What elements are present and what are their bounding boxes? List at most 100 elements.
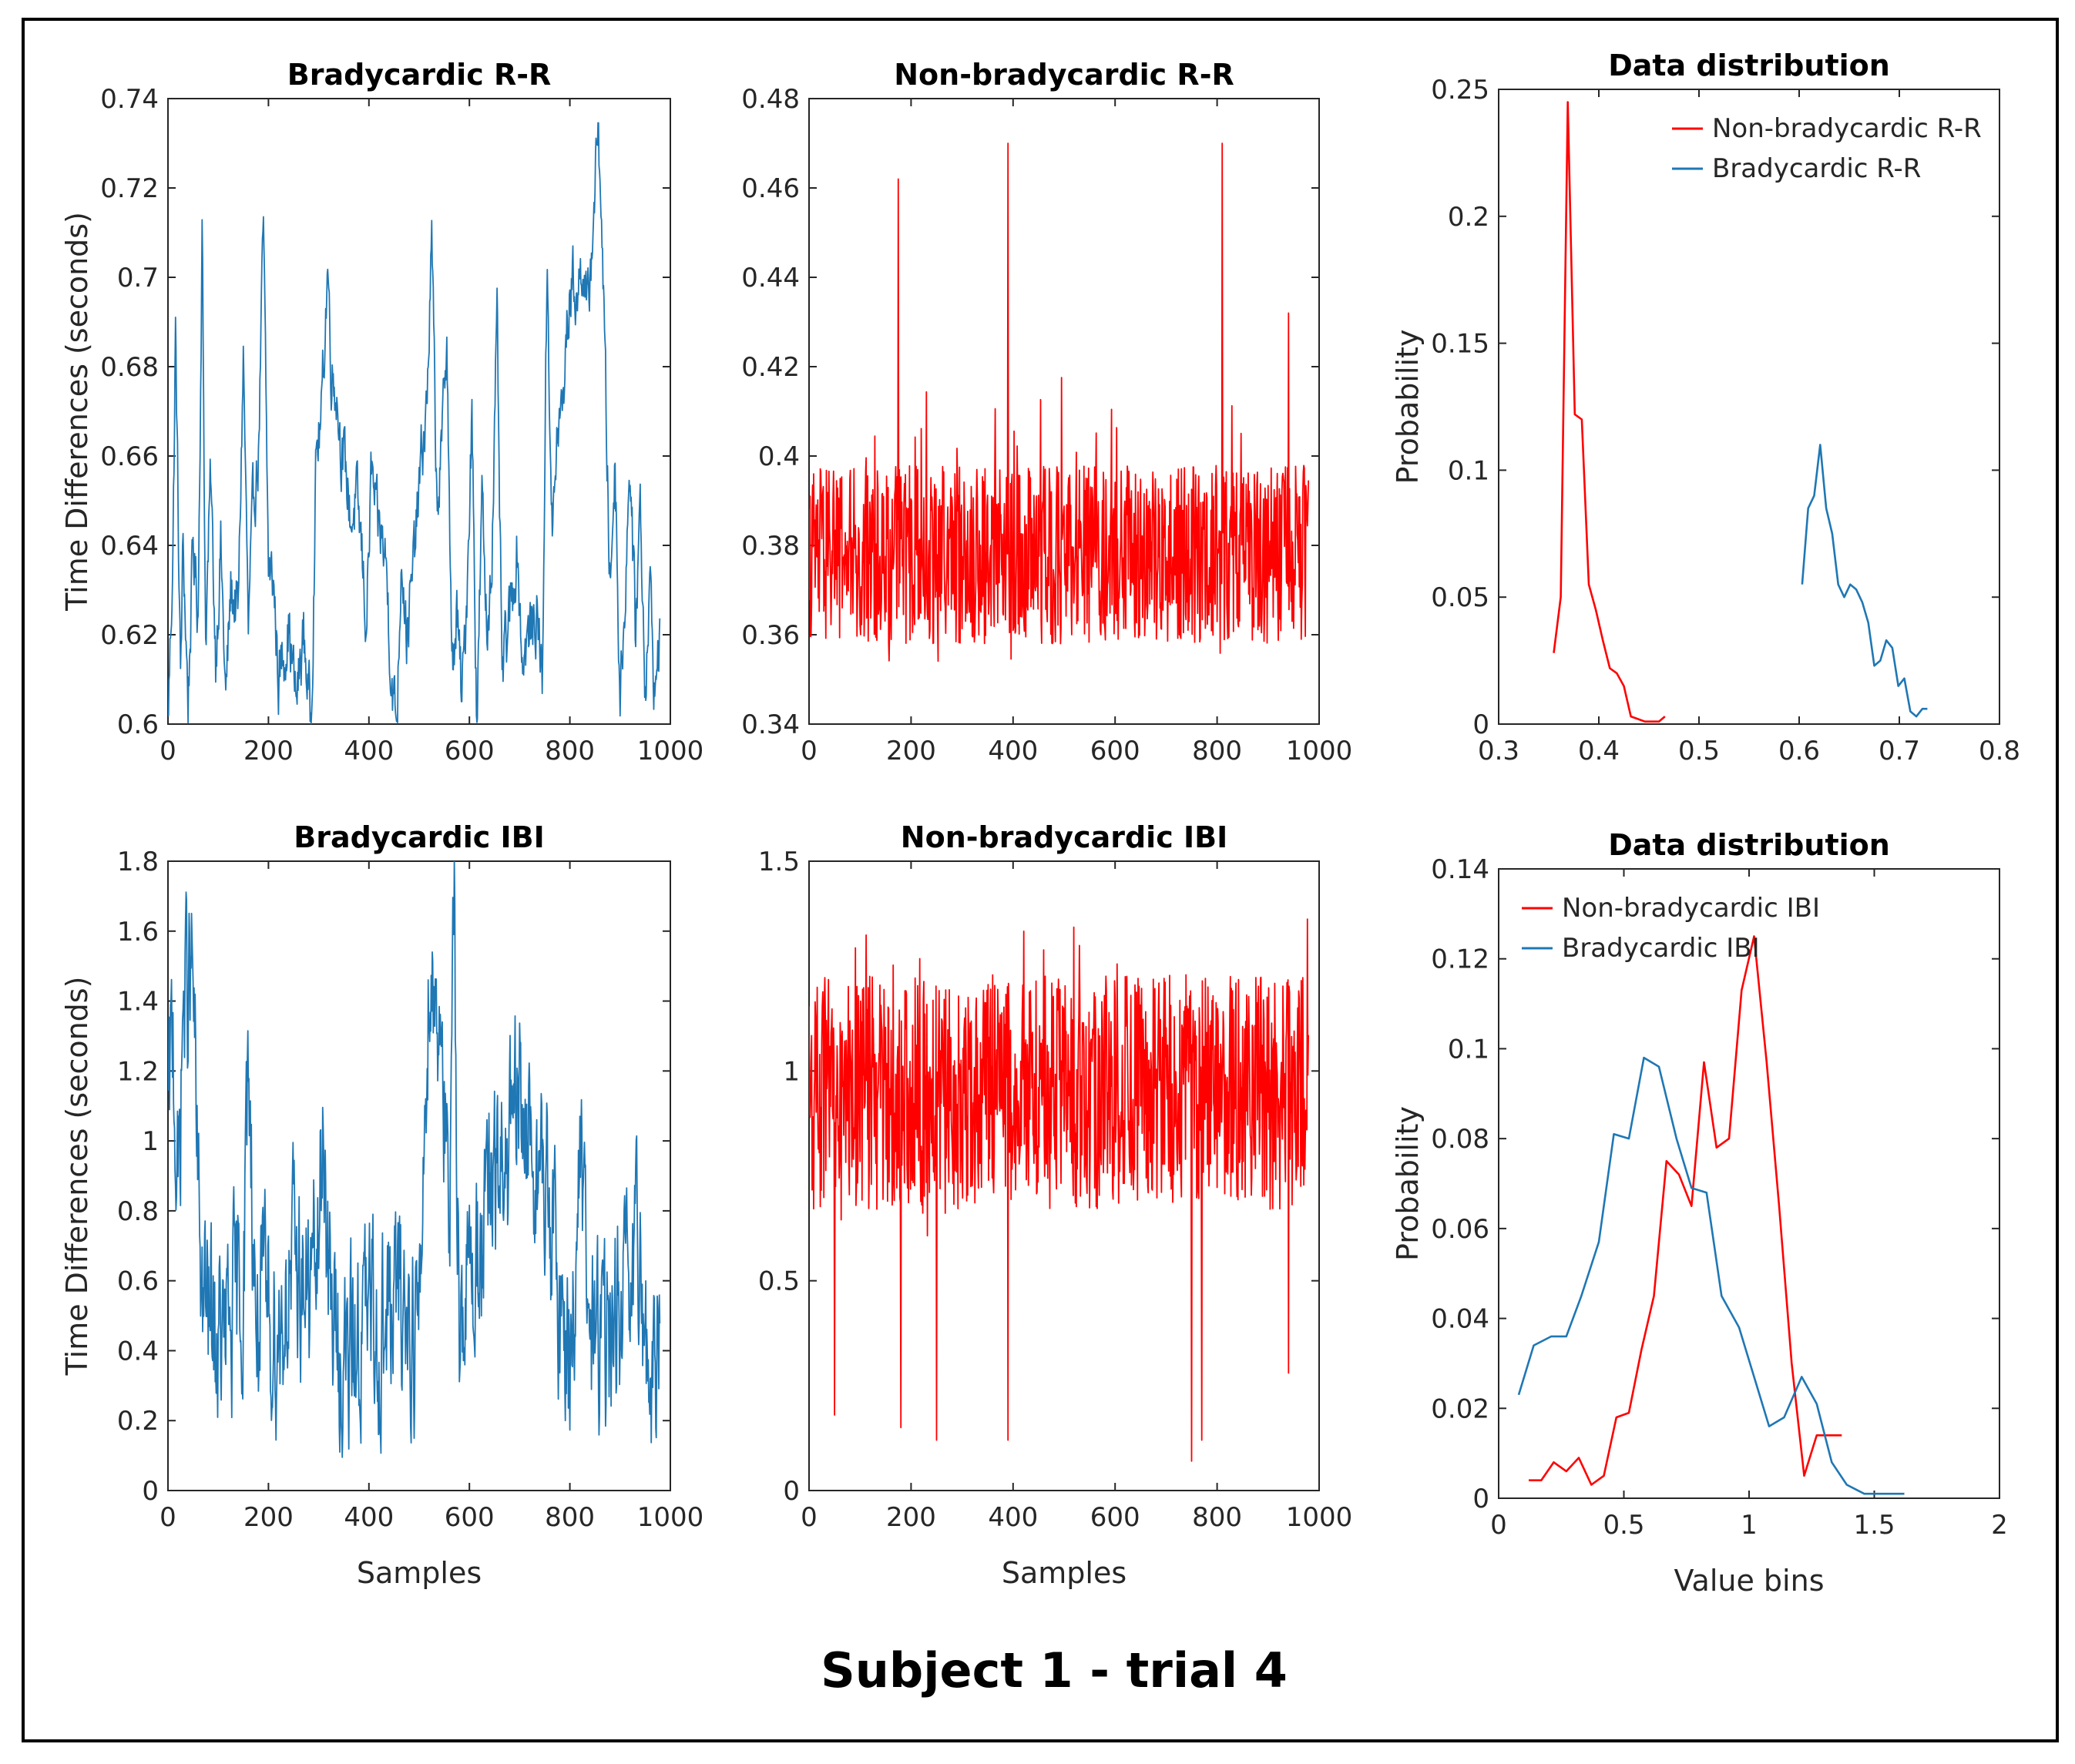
nonbrady-rr-ytick-label: 0.4 — [758, 441, 800, 472]
brady-ibi-ytick-label: 0.4 — [117, 1336, 159, 1367]
panel-bradycardic-rr: 0 200 400 600 800 1000 0.6 0.62 0.64 0.66 0.68 0.7 0… — [60, 58, 703, 766]
dist-rr-title: Data distribution — [1608, 49, 1890, 82]
dist-rr-ytick-label: 0.25 — [1431, 75, 1489, 106]
dist-ibi-series-group — [1517, 935, 1905, 1495]
dist-ibi-ylabel: Probability — [1391, 1106, 1425, 1261]
nonbrady-rr-ytick-label: 0.48 — [741, 84, 800, 115]
brady-ibi-xtick-label: 0 — [159, 1502, 176, 1533]
dist-ibi-ytick-label: 0.14 — [1431, 854, 1489, 885]
brady-ibi-ytick-label: 0.2 — [117, 1406, 159, 1437]
figure-suptitle: Subject 1 - trial 4 — [821, 1642, 1288, 1699]
dist-rr-xtick-label: 0.8 — [1979, 736, 2020, 766]
brady-rr-ytick-label: 0.74 — [100, 84, 159, 115]
brady-ibi-xtick-label: 400 — [344, 1502, 394, 1533]
brady-ibi-xlabel: Samples — [357, 1556, 482, 1590]
brady-rr-ytick-label: 0.72 — [100, 173, 159, 204]
dist-rr-plot-area — [1498, 89, 2000, 725]
nonbrady-rr-ytick-label: 0.46 — [741, 173, 800, 204]
nonbrady-ibi-xtick-label: 800 — [1192, 1502, 1242, 1533]
brady-rr-ytick-label: 0.7 — [117, 263, 159, 293]
brady-ibi-xtick-label: 800 — [545, 1502, 595, 1533]
dist-rr-xtick-label: 0.7 — [1879, 736, 1920, 766]
brady-rr-xtick-label: 1000 — [637, 736, 704, 766]
dist-ibi-plot-area — [1498, 868, 2000, 1499]
brady-rr-ytick-label: 0.62 — [100, 620, 159, 651]
brady-ibi-ytick-label: 0 — [142, 1476, 159, 1507]
nonbrady-rr-xtick-label: 800 — [1192, 736, 1242, 766]
nonbrady-rr-series-group — [809, 143, 1309, 662]
brady-ibi-ytick-label: 1.8 — [117, 847, 159, 877]
nonbrady-ibi-xtick-label: 600 — [1090, 1502, 1140, 1533]
brady-ibi-series-group — [168, 861, 661, 1458]
brady-ibi-ytick-label: 1 — [142, 1126, 159, 1157]
dist-ibi-ytick-label: 0.12 — [1431, 944, 1489, 975]
brady-ibi-ytick-label: 1.2 — [117, 1056, 159, 1087]
nonbrady-rr-series-non-bradycardic-r-r — [809, 143, 1309, 662]
dist-rr-ytick-label: 0.2 — [1448, 202, 1489, 233]
brady-rr-xtick-label: 400 — [344, 736, 394, 766]
brady-ibi-ytick-label: 1.4 — [117, 987, 159, 1018]
nonbrady-rr-ytick-label: 0.44 — [741, 263, 800, 293]
dist-rr-ytick-label: 0.15 — [1431, 329, 1489, 360]
brady-ibi-ylabel: Time Differences (seconds) — [60, 977, 94, 1377]
dist-ibi-series-bradycardic-ibi — [1517, 1056, 1905, 1495]
nonbrady-ibi-ytick-label: 0.5 — [758, 1266, 800, 1297]
nonbrady-ibi-series-group — [809, 918, 1309, 1462]
nonbrady-rr-ytick-label: 0.34 — [741, 709, 800, 740]
dist-ibi-ytick-label: 0.06 — [1431, 1214, 1489, 1245]
dist-ibi-legend-label-bradycardic-ibi: Bradycardic IBI — [1562, 933, 1760, 964]
dist-rr-ytick-label: 0.05 — [1431, 582, 1489, 613]
nonbrady-ibi-ytick-label: 1 — [783, 1056, 800, 1087]
nonbrady-rr-title: Non-bradycardic R-R — [894, 58, 1234, 92]
brady-ibi-ytick-label: 0.6 — [117, 1266, 159, 1297]
nonbrady-rr-ytick-label: 0.36 — [741, 620, 800, 651]
dist-rr-legend: Non-bradycardic R-R Bradycardic R-R — [1672, 113, 1982, 184]
dist-ibi-xtick-label: 0.5 — [1603, 1510, 1644, 1541]
brady-ibi-xtick-label: 1000 — [637, 1502, 704, 1533]
brady-rr-ytick-label: 0.64 — [100, 531, 159, 562]
nonbrady-ibi-xlabel: Samples — [1002, 1556, 1126, 1590]
panel-non-bradycardic-rr: 0 200 400 600 800 1000 0.34 0.36 0.38 0.4 0.42 0.44… — [741, 58, 1352, 766]
brady-rr-series-bradycardic-r-r — [168, 122, 661, 724]
brady-ibi-ytick-label: 0.8 — [117, 1196, 159, 1227]
brady-rr-xtick-label: 200 — [243, 736, 294, 766]
nonbrady-ibi-xtick-label: 200 — [886, 1502, 936, 1533]
brady-ibi-ytick-label: 1.6 — [117, 917, 159, 947]
brady-rr-xtick-label: 800 — [545, 736, 595, 766]
brady-rr-ytick-label: 0.66 — [100, 441, 159, 472]
nonbrady-rr-ytick-label: 0.38 — [741, 531, 800, 562]
nonbrady-ibi-xtick-label: 400 — [988, 1502, 1038, 1533]
panel-ibi-distribution: 0 0.5 1 1.5 2 0 0.02 0.04 0.06 0.08 0.1 0.12 0.14 Dat… — [1391, 828, 2008, 1598]
dist-ibi-ytick-label: 0.08 — [1431, 1124, 1489, 1155]
brady-ibi-title: Bradycardic IBI — [294, 820, 544, 854]
brady-rr-xtick-label: 0 — [159, 736, 176, 766]
dist-ibi-xtick-label: 1 — [1741, 1510, 1758, 1541]
dist-ibi-legend: Non-bradycardic IBI Bradycardic IBI — [1522, 893, 1820, 964]
nonbrady-ibi-title: Non-bradycardic IBI — [901, 820, 1227, 854]
dist-ibi-ytick-label: 0.02 — [1431, 1393, 1489, 1424]
brady-rr-ytick-label: 0.68 — [100, 352, 159, 383]
dist-rr-ytick-label: 0 — [1472, 709, 1489, 740]
dist-ibi-xtick-label: 2 — [1991, 1510, 2008, 1541]
dist-ibi-xlabel: Value bins — [1674, 1564, 1825, 1598]
dist-ibi-ytick-label: 0.1 — [1448, 1034, 1489, 1065]
nonbrady-ibi-xtick-label: 1000 — [1286, 1502, 1353, 1533]
panel-non-bradycardic-ibi: 0 200 400 600 800 1000 0 0.5 1 1.5 Non-bradycardic… — [758, 820, 1352, 1590]
dist-ibi-ytick-label: 0 — [1472, 1484, 1489, 1514]
brady-ibi-xtick-label: 600 — [445, 1502, 495, 1533]
brady-rr-plot-area — [167, 98, 671, 725]
brady-ibi-series-bradycardic-ibi — [168, 861, 661, 1458]
nonbrady-ibi-series-non-bradycardic-ibi — [809, 918, 1309, 1462]
dist-rr-ytick-label: 0.1 — [1448, 455, 1489, 486]
dist-rr-legend-label-non-bradycardic-r-r: Non-bradycardic R-R — [1712, 113, 1982, 144]
brady-rr-ytick-label: 0.6 — [117, 709, 159, 740]
dist-ibi-xtick-label: 0 — [1490, 1510, 1507, 1541]
nonbrady-ibi-ytick-label: 0 — [783, 1476, 800, 1507]
dist-rr-xtick-label: 0.5 — [1678, 736, 1720, 766]
dist-rr-ylabel: Probability — [1391, 330, 1425, 485]
dist-ibi-series-non-bradycardic-ibi — [1529, 935, 1842, 1486]
nonbrady-rr-xtick-label: 400 — [988, 736, 1038, 766]
nonbrady-rr-ytick-label: 0.42 — [741, 352, 800, 383]
brady-ibi-xtick-label: 200 — [243, 1502, 294, 1533]
